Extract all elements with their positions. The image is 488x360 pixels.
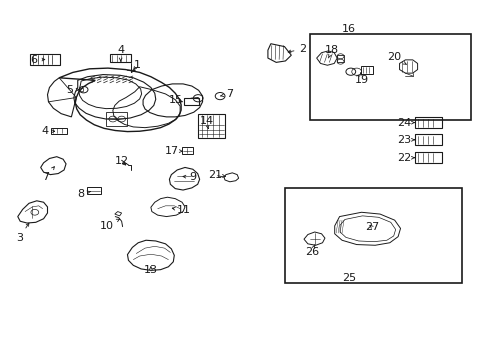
Bar xyxy=(360,66,372,74)
Text: 4: 4 xyxy=(41,126,55,136)
Text: 20: 20 xyxy=(386,52,406,64)
Text: 10: 10 xyxy=(100,219,119,231)
Text: 3: 3 xyxy=(16,223,29,243)
Text: 5: 5 xyxy=(66,85,79,95)
Text: 7: 7 xyxy=(220,89,233,99)
Text: 6: 6 xyxy=(30,54,45,64)
Bar xyxy=(105,112,127,126)
Bar xyxy=(110,54,131,62)
Bar xyxy=(197,114,224,138)
Text: 18: 18 xyxy=(325,45,339,58)
Text: 1: 1 xyxy=(133,60,141,70)
Bar xyxy=(182,147,192,154)
Bar xyxy=(30,54,60,64)
Text: 17: 17 xyxy=(165,145,182,156)
Text: 16: 16 xyxy=(341,24,355,35)
Text: 26: 26 xyxy=(304,245,318,257)
Text: 9: 9 xyxy=(183,172,197,182)
Text: 11: 11 xyxy=(172,206,190,216)
Text: 27: 27 xyxy=(365,222,379,232)
Text: 7: 7 xyxy=(42,167,54,182)
Bar xyxy=(309,34,470,120)
Text: 23: 23 xyxy=(397,135,414,145)
Text: 25: 25 xyxy=(341,273,355,283)
Text: 19: 19 xyxy=(354,72,368,85)
Text: 13: 13 xyxy=(143,265,158,275)
Bar xyxy=(285,188,461,283)
Text: 8: 8 xyxy=(78,189,90,199)
Bar xyxy=(183,98,198,105)
Text: 15: 15 xyxy=(169,95,183,105)
Text: 12: 12 xyxy=(114,156,128,166)
Bar xyxy=(414,152,441,163)
Text: 22: 22 xyxy=(396,153,414,163)
Bar xyxy=(51,128,67,134)
Text: 2: 2 xyxy=(287,44,306,54)
Bar xyxy=(414,134,441,145)
Text: 24: 24 xyxy=(396,118,414,128)
Bar xyxy=(414,117,441,128)
Text: 4: 4 xyxy=(117,45,124,61)
Text: 14: 14 xyxy=(199,116,213,129)
Bar xyxy=(87,187,101,194)
Text: 21: 21 xyxy=(208,170,225,180)
Bar xyxy=(79,88,82,91)
Bar xyxy=(336,55,344,62)
